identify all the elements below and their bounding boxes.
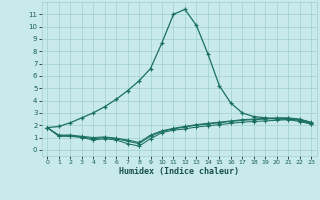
X-axis label: Humidex (Indice chaleur): Humidex (Indice chaleur) [119,167,239,176]
